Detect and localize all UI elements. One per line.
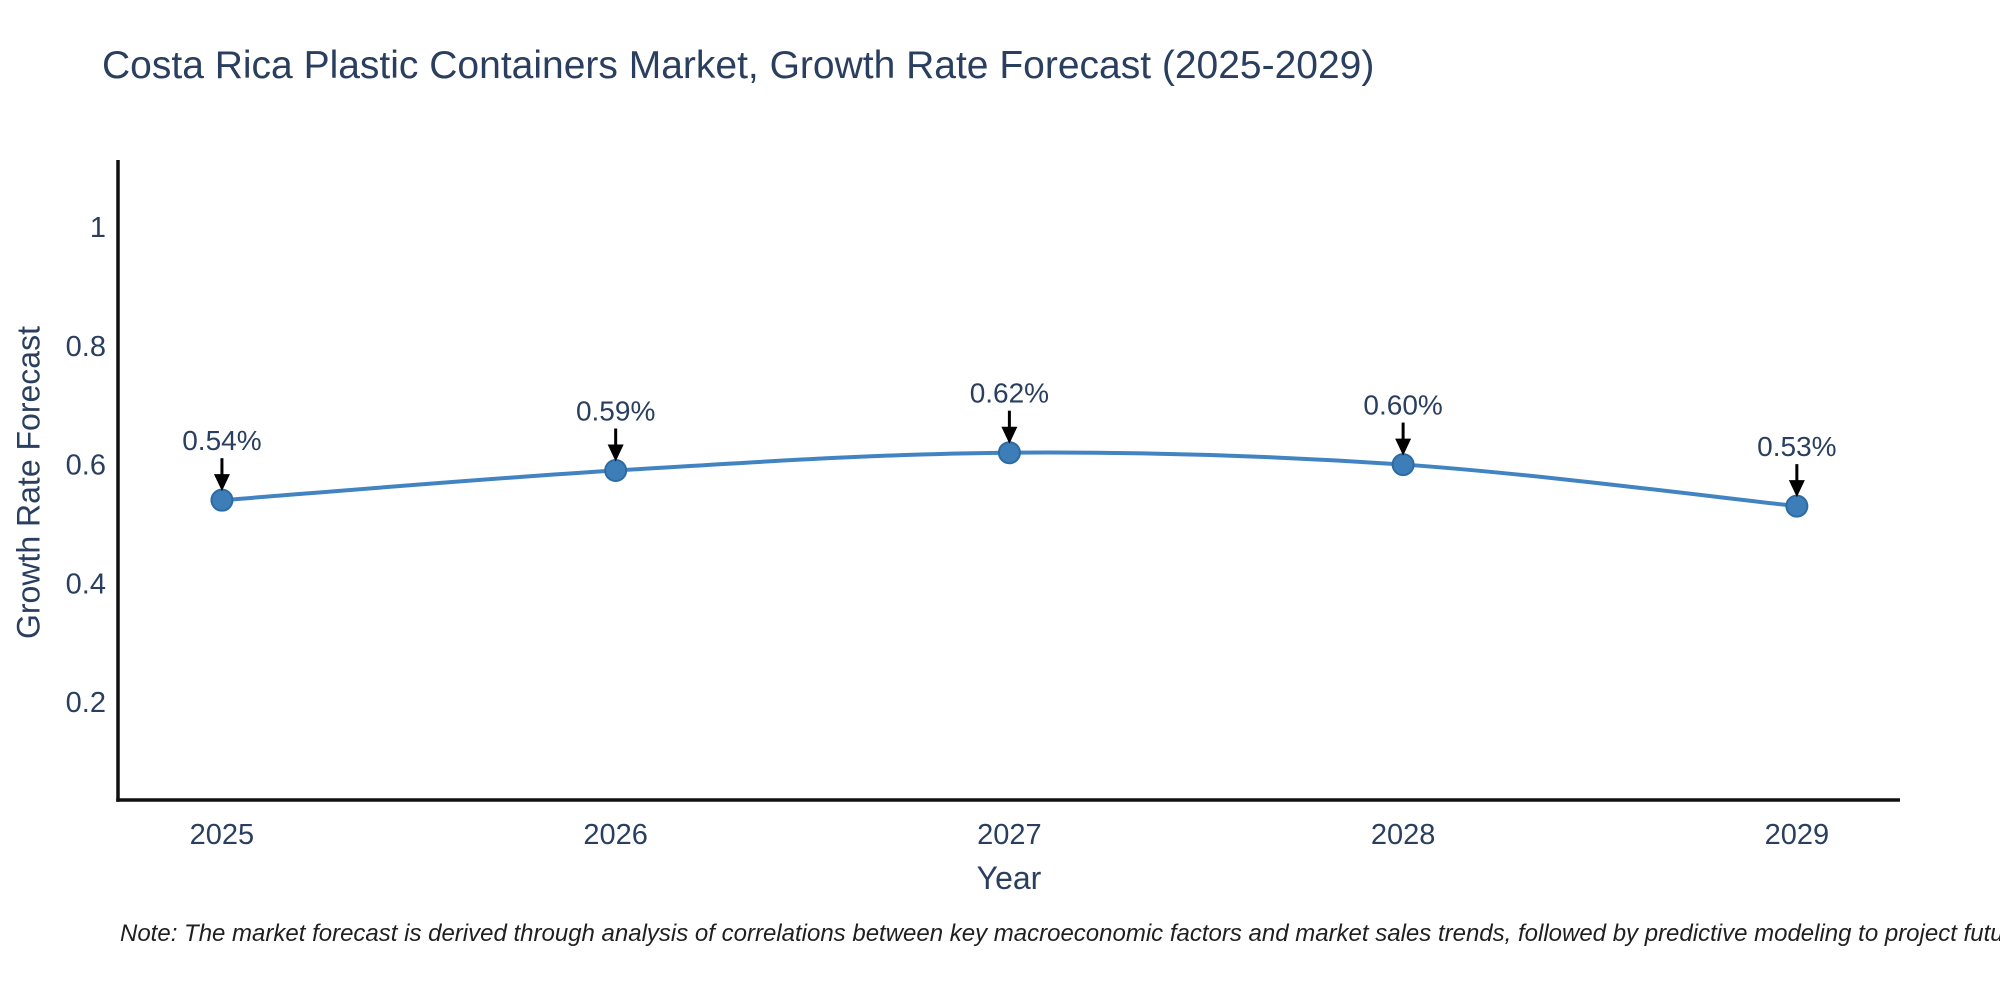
annotation-arrowhead-icon	[607, 444, 624, 462]
y-tick-label: 0.4	[66, 568, 106, 600]
x-tick-label: 2026	[583, 819, 648, 851]
chart-title: Costa Rica Plastic Containers Market, Gr…	[102, 44, 1375, 87]
y-tick-label: 1	[90, 212, 106, 244]
annotation-arrowhead-icon	[1395, 438, 1412, 456]
point-value-label: 0.60%	[1363, 390, 1442, 421]
x-tick-label: 2028	[1371, 819, 1436, 851]
y-tick-label: 0.8	[66, 331, 106, 363]
y-tick-label: 0.2	[66, 687, 106, 719]
y-tick-label: 0.6	[66, 450, 106, 482]
data-point-2027[interactable]	[997, 441, 1021, 465]
data-point-2025[interactable]	[210, 488, 234, 512]
annotation-arrowhead-icon	[1001, 426, 1018, 444]
data-point-2029[interactable]	[1785, 494, 1809, 518]
annotation-arrowhead-icon	[213, 474, 230, 492]
x-tick-label: 2027	[977, 819, 1042, 851]
x-tick-label: 2025	[190, 819, 255, 851]
point-value-label: 0.62%	[970, 378, 1049, 409]
data-point-2028[interactable]	[1391, 453, 1415, 477]
annotation-arrowhead-icon	[1788, 480, 1805, 498]
point-value-label: 0.53%	[1757, 431, 1836, 462]
chart-note: Note: The market forecast is derived thr…	[120, 920, 2000, 947]
point-value-label: 0.54%	[182, 425, 261, 456]
x-tick-label: 2029	[1765, 819, 1830, 851]
data-point-2026[interactable]	[604, 459, 628, 483]
point-value-label: 0.59%	[576, 396, 655, 427]
x-axis-title: Year	[976, 860, 1042, 896]
y-axis-title: Growth Rate Forecast	[10, 326, 47, 639]
